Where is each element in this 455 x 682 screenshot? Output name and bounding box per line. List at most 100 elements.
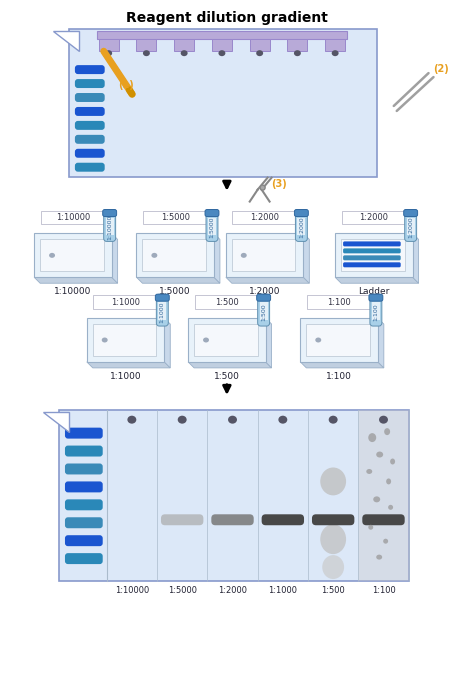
Bar [232, 239, 295, 271]
FancyBboxPatch shape [104, 209, 116, 241]
Ellipse shape [228, 416, 237, 424]
Text: 1:500: 1:500 [215, 297, 239, 307]
FancyBboxPatch shape [157, 294, 168, 326]
FancyBboxPatch shape [103, 209, 116, 216]
FancyBboxPatch shape [75, 93, 105, 102]
FancyBboxPatch shape [262, 514, 304, 525]
Ellipse shape [294, 50, 301, 56]
Ellipse shape [203, 338, 209, 342]
Ellipse shape [278, 416, 287, 424]
Ellipse shape [388, 505, 393, 510]
Bar [142, 239, 206, 271]
FancyBboxPatch shape [75, 121, 105, 130]
Bar [174, 40, 194, 51]
FancyBboxPatch shape [75, 135, 105, 144]
Bar [136, 233, 214, 278]
Ellipse shape [320, 467, 346, 495]
Bar [87, 318, 164, 362]
Ellipse shape [218, 50, 225, 56]
FancyBboxPatch shape [369, 294, 383, 301]
Text: 1:2000: 1:2000 [299, 217, 304, 238]
FancyBboxPatch shape [75, 149, 105, 158]
Text: 1:1000: 1:1000 [268, 586, 297, 595]
Ellipse shape [127, 416, 136, 424]
FancyBboxPatch shape [75, 65, 105, 74]
FancyBboxPatch shape [343, 248, 401, 253]
Bar [59, 410, 409, 581]
Polygon shape [335, 278, 419, 283]
Ellipse shape [49, 253, 55, 258]
Ellipse shape [320, 524, 346, 554]
FancyBboxPatch shape [312, 514, 354, 525]
Text: Ladder: Ladder [358, 287, 389, 296]
Bar [335, 233, 413, 278]
Bar [212, 40, 232, 51]
Text: 1:5000: 1:5000 [209, 217, 214, 238]
Text: 1:1000: 1:1000 [110, 372, 142, 381]
Polygon shape [303, 233, 309, 283]
Polygon shape [378, 318, 384, 368]
FancyBboxPatch shape [343, 241, 401, 246]
FancyBboxPatch shape [161, 514, 203, 525]
Text: 1:10000: 1:10000 [107, 215, 112, 240]
FancyBboxPatch shape [343, 263, 401, 267]
FancyBboxPatch shape [211, 514, 254, 525]
Bar [195, 295, 259, 309]
Ellipse shape [315, 338, 321, 342]
Text: 1:2000: 1:2000 [250, 213, 279, 222]
Bar [188, 318, 266, 362]
FancyBboxPatch shape [65, 517, 103, 529]
Polygon shape [266, 318, 272, 368]
Text: 1:2000: 1:2000 [359, 213, 389, 222]
Text: 1:10000: 1:10000 [115, 586, 149, 595]
Bar [226, 233, 303, 278]
Ellipse shape [241, 253, 247, 258]
Ellipse shape [152, 253, 157, 258]
Polygon shape [111, 233, 117, 283]
FancyBboxPatch shape [75, 107, 105, 116]
Ellipse shape [102, 338, 108, 342]
Ellipse shape [260, 185, 265, 190]
Bar [372, 302, 380, 320]
FancyBboxPatch shape [362, 514, 404, 525]
FancyBboxPatch shape [65, 553, 103, 564]
FancyBboxPatch shape [65, 535, 103, 546]
Text: 1:100: 1:100 [327, 297, 351, 307]
Text: 1:2000: 1:2000 [249, 287, 280, 296]
FancyBboxPatch shape [257, 294, 271, 301]
Ellipse shape [178, 416, 187, 424]
FancyBboxPatch shape [65, 499, 103, 510]
Bar [306, 324, 370, 356]
Bar [40, 211, 105, 224]
Ellipse shape [368, 524, 373, 530]
Text: (1): (1) [118, 80, 134, 90]
Text: 1:100: 1:100 [374, 303, 379, 321]
Bar [97, 31, 347, 40]
Text: 1:100: 1:100 [326, 372, 352, 381]
Polygon shape [43, 412, 69, 432]
FancyBboxPatch shape [65, 428, 103, 439]
FancyBboxPatch shape [75, 163, 105, 172]
Ellipse shape [384, 428, 390, 435]
Bar [143, 211, 207, 224]
Bar [93, 295, 158, 309]
Polygon shape [87, 362, 170, 368]
Ellipse shape [383, 539, 388, 544]
Ellipse shape [390, 458, 395, 464]
Text: (3): (3) [272, 179, 287, 189]
Text: 1:500: 1:500 [214, 372, 240, 381]
Polygon shape [413, 233, 419, 283]
Ellipse shape [143, 50, 150, 56]
FancyBboxPatch shape [404, 209, 417, 241]
Polygon shape [300, 362, 384, 368]
Bar [194, 324, 258, 356]
Text: 1:100: 1:100 [372, 586, 395, 595]
FancyBboxPatch shape [295, 209, 307, 241]
Bar [106, 218, 114, 235]
Bar [288, 40, 307, 51]
Bar [341, 239, 404, 271]
Ellipse shape [368, 433, 376, 442]
Ellipse shape [256, 50, 263, 56]
Text: 1:10000: 1:10000 [56, 213, 90, 222]
Ellipse shape [376, 554, 382, 560]
